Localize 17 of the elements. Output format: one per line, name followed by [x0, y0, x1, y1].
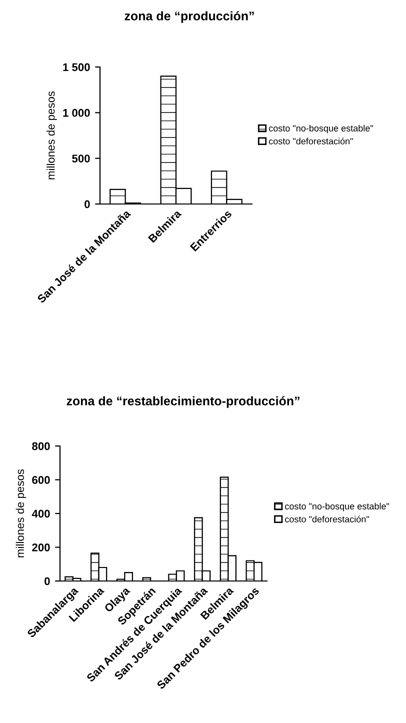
y-tick-label: 800 — [32, 442, 50, 450]
legend-label: costo "no-bosque estable" — [268, 124, 373, 134]
legend-label: costo "deforestación" — [285, 516, 369, 522]
y-axis-title: millones de pesos — [46, 91, 57, 180]
y-tick-label: 200 — [32, 544, 50, 552]
y-tick-label: 400 — [32, 510, 50, 518]
y-tick-label: 0 — [44, 577, 50, 586]
y-axis-title: millones de pesos — [16, 469, 26, 558]
legend-label: costo "no-bosque estable" — [285, 502, 390, 512]
chart-title: zona de “restablecimiento-producción” — [66, 396, 300, 408]
legend-label: costo "deforestación" — [268, 138, 353, 144]
chart-title: zona de “producción” — [124, 11, 254, 23]
y-tick-label: 500 — [72, 154, 90, 162]
y-tick-label: 1 500 — [63, 63, 90, 72]
y-tick-label: 1 000 — [63, 108, 90, 117]
y-tick-label: 0 — [84, 200, 90, 208]
y-tick-label: 600 — [32, 476, 50, 484]
